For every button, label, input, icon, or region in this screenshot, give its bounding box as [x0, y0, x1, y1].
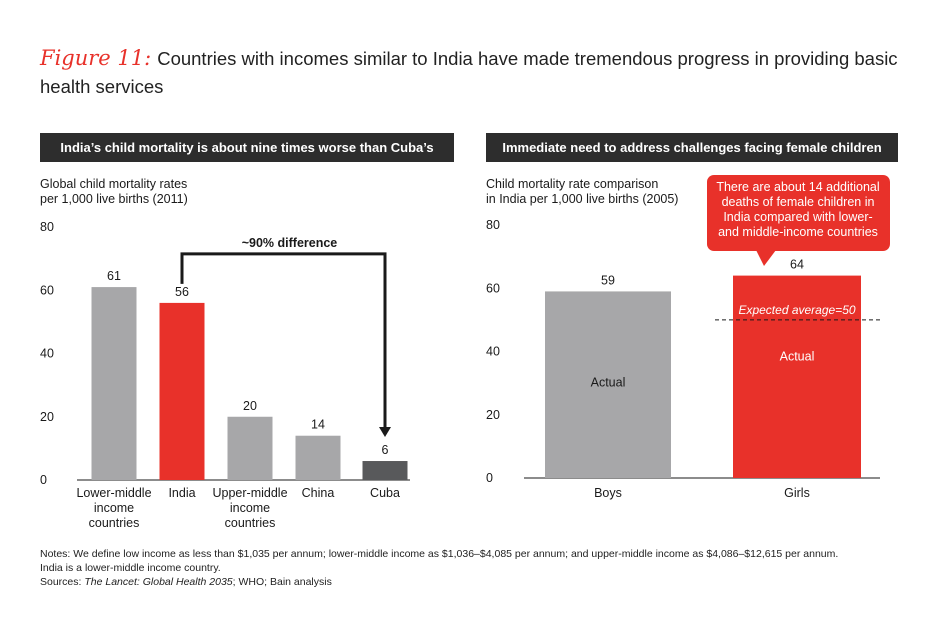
- right-ylabel-line1: Child mortality rate comparison: [486, 177, 658, 191]
- left-bar-3: [295, 435, 341, 480]
- left-bar-4: [362, 461, 408, 480]
- sources-line: Sources: The Lancet: Global Health 2035;…: [40, 575, 920, 589]
- left-category-label-2: Upper-middle: [212, 486, 287, 500]
- notes-line-2: India is a lower-middle income country.: [40, 562, 221, 574]
- right-bar-value-1: 64: [790, 258, 804, 272]
- left-category-label-1: India: [168, 486, 195, 500]
- left-bar-value-1: 56: [175, 285, 189, 299]
- left-bar-value-4: 6: [382, 443, 389, 457]
- callout-pointer: [756, 250, 776, 266]
- callout-box: [707, 175, 890, 251]
- left-bar-value-0: 61: [107, 269, 121, 283]
- sources-italic: The Lancet: Global Health 2035: [84, 576, 233, 588]
- left-category-label-0: countries: [89, 516, 140, 530]
- left-bar-1: [159, 302, 205, 480]
- difference-bracket: [180, 252, 387, 429]
- difference-annotation: ~90% difference: [242, 236, 338, 250]
- callout-text-line-0: There are about 14 additional: [716, 180, 879, 194]
- callout-text-line-1: deaths of female children in: [722, 195, 875, 209]
- left-bar-0: [91, 287, 137, 480]
- right-ylabel-line2: in India per 1,000 live births (2005): [486, 192, 678, 206]
- right-bar-inner-label-0: Actual: [591, 376, 626, 390]
- left-category-label-4: Cuba: [370, 486, 400, 500]
- left-category-label-0: Lower-middle: [76, 486, 151, 500]
- right-bar-0: [545, 291, 671, 478]
- left-category-label-2: countries: [225, 516, 276, 530]
- left-ytick-label: 40: [40, 347, 54, 361]
- right-panel-header: Immediate need to address challenges fac…: [486, 133, 898, 162]
- right-category-label-1: Girls: [784, 486, 810, 500]
- figure-label: Figure 11:: [40, 46, 152, 70]
- left-bar-value-3: 14: [311, 418, 325, 432]
- expected-average-label: Expected average=50: [738, 303, 855, 317]
- left-category-label-3: China: [302, 486, 335, 500]
- sources-rest: ; WHO; Bain analysis: [232, 576, 332, 588]
- right-ytick-label: 60: [486, 281, 500, 295]
- left-panel-header: India’s child mortality is about nine ti…: [40, 133, 454, 162]
- callout-text-line-2: India compared with lower-: [723, 210, 872, 224]
- right-category-label-0: Boys: [594, 486, 622, 500]
- left-bar-2: [227, 416, 273, 480]
- difference-arrowhead: [379, 427, 391, 438]
- right-bar-inner-label-1: Actual: [780, 350, 815, 364]
- notes-block: Notes: We define low income as less than…: [40, 547, 920, 589]
- left-ytick-label: 20: [40, 410, 54, 424]
- notes-line-1: Notes: We define low income as less than…: [40, 548, 839, 560]
- left-bar-value-2: 20: [243, 399, 257, 413]
- left-ytick-label: 60: [40, 283, 54, 297]
- left-ylabel-line1: Global child mortality rates: [40, 177, 187, 191]
- figure-title-text: Countries with incomes similar to India …: [40, 48, 898, 97]
- left-category-label-2: income: [230, 501, 270, 515]
- left-ylabel-line2: per 1,000 live births (2011): [40, 192, 188, 206]
- left-category-label-0: income: [94, 501, 134, 515]
- left-ytick-label: 0: [40, 473, 47, 487]
- sources-prefix: Sources:: [40, 576, 85, 588]
- right-bar-value-0: 59: [601, 273, 615, 287]
- figure-title: Figure 11: Countries with incomes similar…: [40, 44, 920, 101]
- right-ytick-label: 0: [486, 471, 493, 485]
- right-ytick-label: 40: [486, 345, 500, 359]
- right-bar-1: [733, 275, 861, 478]
- callout-text-line-3: and middle-income countries: [718, 225, 878, 239]
- left-ytick-label: 80: [40, 220, 54, 234]
- right-ytick-label: 80: [486, 218, 500, 232]
- right-ytick-label: 20: [486, 408, 500, 422]
